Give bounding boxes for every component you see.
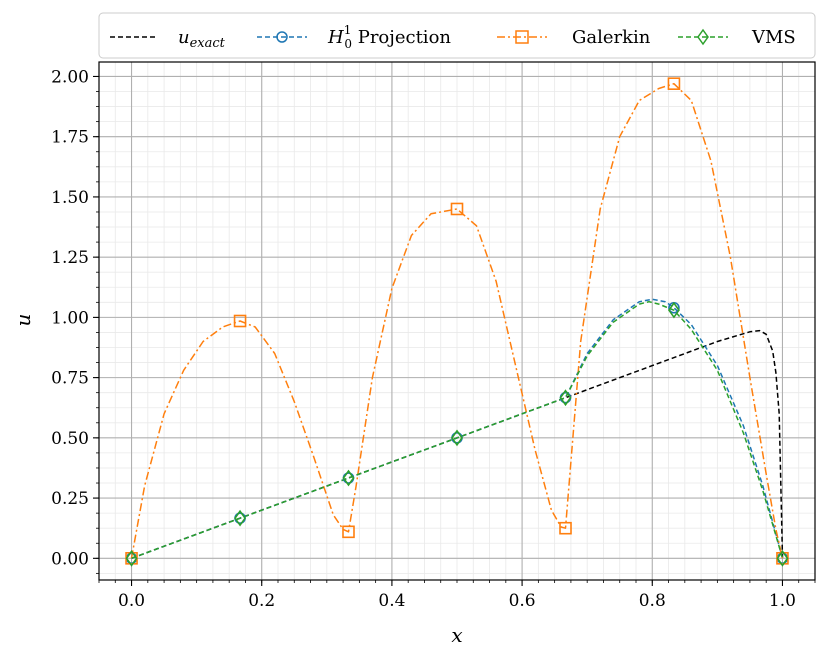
series-marker-2 xyxy=(342,525,355,539)
x-tick-label: 0.4 xyxy=(378,591,405,611)
series-marker-3 xyxy=(667,301,680,319)
legend-label-exact: uexact xyxy=(178,27,226,51)
x-tick-label: 0.8 xyxy=(639,591,666,611)
series-marker-3 xyxy=(125,549,138,567)
x-tick-label: 1.0 xyxy=(769,591,796,611)
legend-label-vms: VMS xyxy=(751,27,796,48)
legend-marker-projection xyxy=(276,31,288,43)
legend-item-projection: H1 0 Projection xyxy=(257,23,451,51)
series-marker-2 xyxy=(233,314,247,328)
y-tick-label: 2.00 xyxy=(51,67,89,87)
series-line-2 xyxy=(130,82,784,559)
series-line-3 xyxy=(131,300,784,560)
legend-label-projection: H1 0 Projection xyxy=(327,23,451,51)
series-marker-3 xyxy=(559,389,572,407)
legend-box xyxy=(98,12,816,59)
series-marker-2 xyxy=(559,521,572,535)
y-tick-label: 0.75 xyxy=(51,369,89,389)
series-marker-3 xyxy=(342,469,355,487)
y-tick-label: 0.00 xyxy=(51,549,89,569)
legend-item-galerkin: Galerkin xyxy=(497,27,651,48)
y-tick-label: 1.25 xyxy=(51,248,89,268)
axis-ticks xyxy=(93,75,816,586)
y-tick-label: 1.00 xyxy=(51,308,89,328)
legend-marker-galerkin xyxy=(515,30,529,44)
x-tick-label: 0.0 xyxy=(118,591,145,611)
series-marker-2 xyxy=(450,202,464,216)
legend-item-exact: uexact xyxy=(110,27,226,51)
legend: uexact H1 0 Projection Galerkin VMS xyxy=(98,12,816,59)
y-tick-label: 1.75 xyxy=(51,128,89,148)
y-axis-label: u xyxy=(11,314,35,327)
x-tick-label: 0.6 xyxy=(509,591,536,611)
y-tick-label: 1.50 xyxy=(51,188,89,208)
x-axis-label: x xyxy=(451,623,462,647)
series-marker-3 xyxy=(776,549,789,567)
series-marker-3 xyxy=(451,429,463,447)
series-marker-3 xyxy=(234,509,247,527)
x-tick-label: 0.2 xyxy=(248,591,275,611)
y-tick-label: 0.50 xyxy=(51,429,89,449)
y-tick-label: 0.25 xyxy=(51,489,89,509)
series-markers xyxy=(125,77,789,567)
legend-item-vms: VMS xyxy=(678,27,796,48)
legend-marker-vms xyxy=(697,28,709,46)
series-marker-2 xyxy=(667,77,681,90)
tick-labels: 0.0 0.2 0.4 0.6 0.8 1.0 0.00 0.25 0.50 0.75 1.00 1.… xyxy=(51,67,796,611)
legend-label-galerkin: Galerkin xyxy=(572,27,651,48)
series-lines xyxy=(130,82,784,560)
